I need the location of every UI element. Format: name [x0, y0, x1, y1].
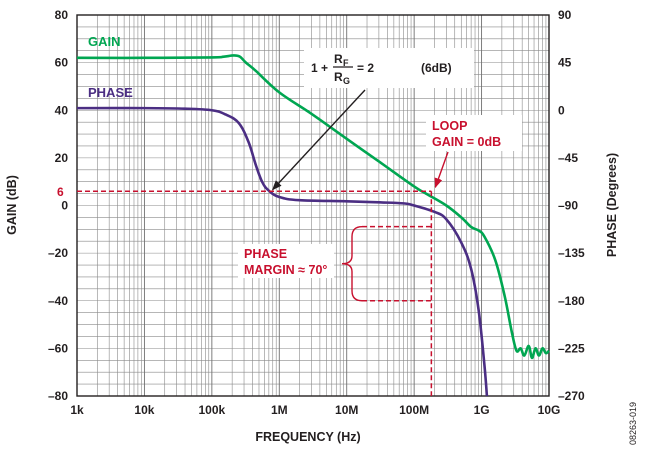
equation-numerator-sub: F [343, 58, 349, 68]
loop-gain-annotation: LOOP GAIN = 0dB [426, 115, 522, 151]
six-db-label: 6 [57, 185, 64, 199]
y-right-tick-label: –90 [558, 199, 578, 213]
y-left-tick-label: 60 [55, 56, 69, 70]
x-axis-title: FREQUENCY (Hz) [255, 430, 360, 444]
x-tick-label: 10G [538, 403, 561, 417]
loop-gain-arrow [434, 151, 449, 189]
y-right-tick-label: –180 [558, 294, 585, 308]
y-left-tick-label: 0 [61, 199, 68, 213]
phase-margin-line-2: MARGIN ≈ 70° [244, 263, 327, 277]
y-right-tick-label: –225 [558, 341, 585, 355]
y-left-axis-title: GAIN (dB) [5, 175, 19, 235]
x-tick-label: 10M [335, 403, 358, 417]
y-right-tick-label: –45 [558, 151, 578, 165]
y-right-tick-label: 0 [558, 103, 565, 117]
y-right-tick-label: 45 [558, 56, 572, 70]
y-left-tick-label: 80 [55, 8, 69, 22]
x-tick-label: 10k [134, 403, 154, 417]
tick-labels: 80 60 40 20 0 –20 –40 –60 –80 90 45 0 –45 –90 –135 –180… [48, 8, 585, 417]
equation-arrow [271, 89, 366, 191]
y-right-axis-title: PHASE (Degrees) [605, 153, 619, 257]
y-left-tick-label: –80 [48, 389, 68, 403]
gain-series-line [76, 54, 550, 360]
equation-denominator-sub: G [343, 76, 350, 86]
phase-margin-annotation: PHASE MARGIN ≈ 70° [238, 244, 334, 278]
y-left-tick-label: 40 [55, 103, 69, 117]
loop-gain-box [426, 115, 522, 151]
x-tick-label: 1G [474, 403, 490, 417]
equation-numerator: R [334, 52, 343, 66]
series-group [76, 54, 550, 397]
annotation-overlay [77, 89, 449, 396]
x-tick-label: 100M [399, 403, 429, 417]
y-left-tick-label: –40 [48, 294, 68, 308]
phase-margin-box [238, 244, 334, 278]
feedback-equation: 1 + R F R G = 2 (6dB) [304, 48, 474, 88]
phase-series-line [76, 106, 489, 397]
plot-frame [76, 14, 550, 397]
equation-db: (6dB) [421, 61, 452, 75]
y-left-tick-label: –60 [48, 341, 68, 355]
phase-margin-line-1: PHASE [244, 247, 287, 261]
phase-margin-brace [341, 225, 363, 302]
x-tick-label: 1k [70, 403, 84, 417]
y-left-tick-label: 20 [55, 151, 69, 165]
equation-denominator: R [334, 70, 343, 84]
y-right-tick-label: –135 [558, 246, 585, 260]
figure-id: 08263-019 [628, 402, 638, 445]
loop-gain-line-2: GAIN = 0dB [432, 135, 501, 149]
y-right-tick-label: –270 [558, 389, 585, 403]
y-right-tick-label: 90 [558, 8, 572, 22]
equation-box [304, 48, 474, 88]
loop-gain-line-1: LOOP [432, 119, 467, 133]
equation-lead: 1 + [311, 61, 328, 75]
gain-series-label: GAIN [88, 34, 121, 49]
phase-series-label: PHASE [88, 85, 133, 100]
x-tick-label: 1M [271, 403, 288, 417]
y-left-tick-label: –20 [48, 246, 68, 260]
x-tick-label: 100k [199, 403, 226, 417]
equation-tail: = 2 [357, 61, 374, 75]
